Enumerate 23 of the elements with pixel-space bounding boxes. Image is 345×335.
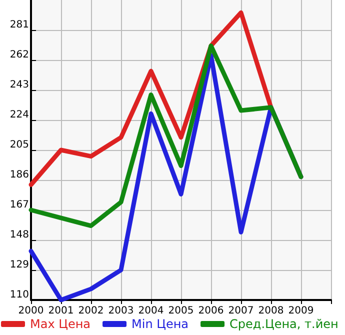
- x-tick-label: 2004: [138, 306, 164, 316]
- x-tick-label: 2006: [198, 306, 224, 316]
- y-tick-label: 148: [10, 230, 29, 240]
- y-tick-label: 262: [10, 50, 29, 60]
- y-tick-label: 110: [10, 290, 29, 300]
- y-tick-label: 167: [10, 200, 29, 210]
- x-tick-label: 2001: [48, 306, 74, 316]
- legend-label: Сред.Цена, т.йен: [230, 317, 338, 331]
- x-tick-label: 2008: [258, 306, 284, 316]
- x-tick-label: 2009: [288, 306, 314, 316]
- legend-label: Max Цена: [30, 317, 91, 331]
- x-tick-label: 2003: [108, 306, 134, 316]
- y-tick-label: 186: [10, 170, 29, 180]
- legend-label: Min Цена: [132, 317, 189, 331]
- x-tick-label: 2002: [78, 306, 104, 316]
- x-tick-label: 2005: [168, 306, 194, 316]
- x-tick-label: 2007: [228, 306, 254, 316]
- y-tick-label: 224: [10, 110, 29, 120]
- x-tick-label: 2000: [18, 306, 44, 316]
- y-tick-label: 281: [10, 20, 29, 30]
- y-tick-label: 205: [10, 140, 29, 150]
- y-tick-label: 129: [10, 260, 29, 270]
- y-tick-label: 243: [10, 80, 29, 90]
